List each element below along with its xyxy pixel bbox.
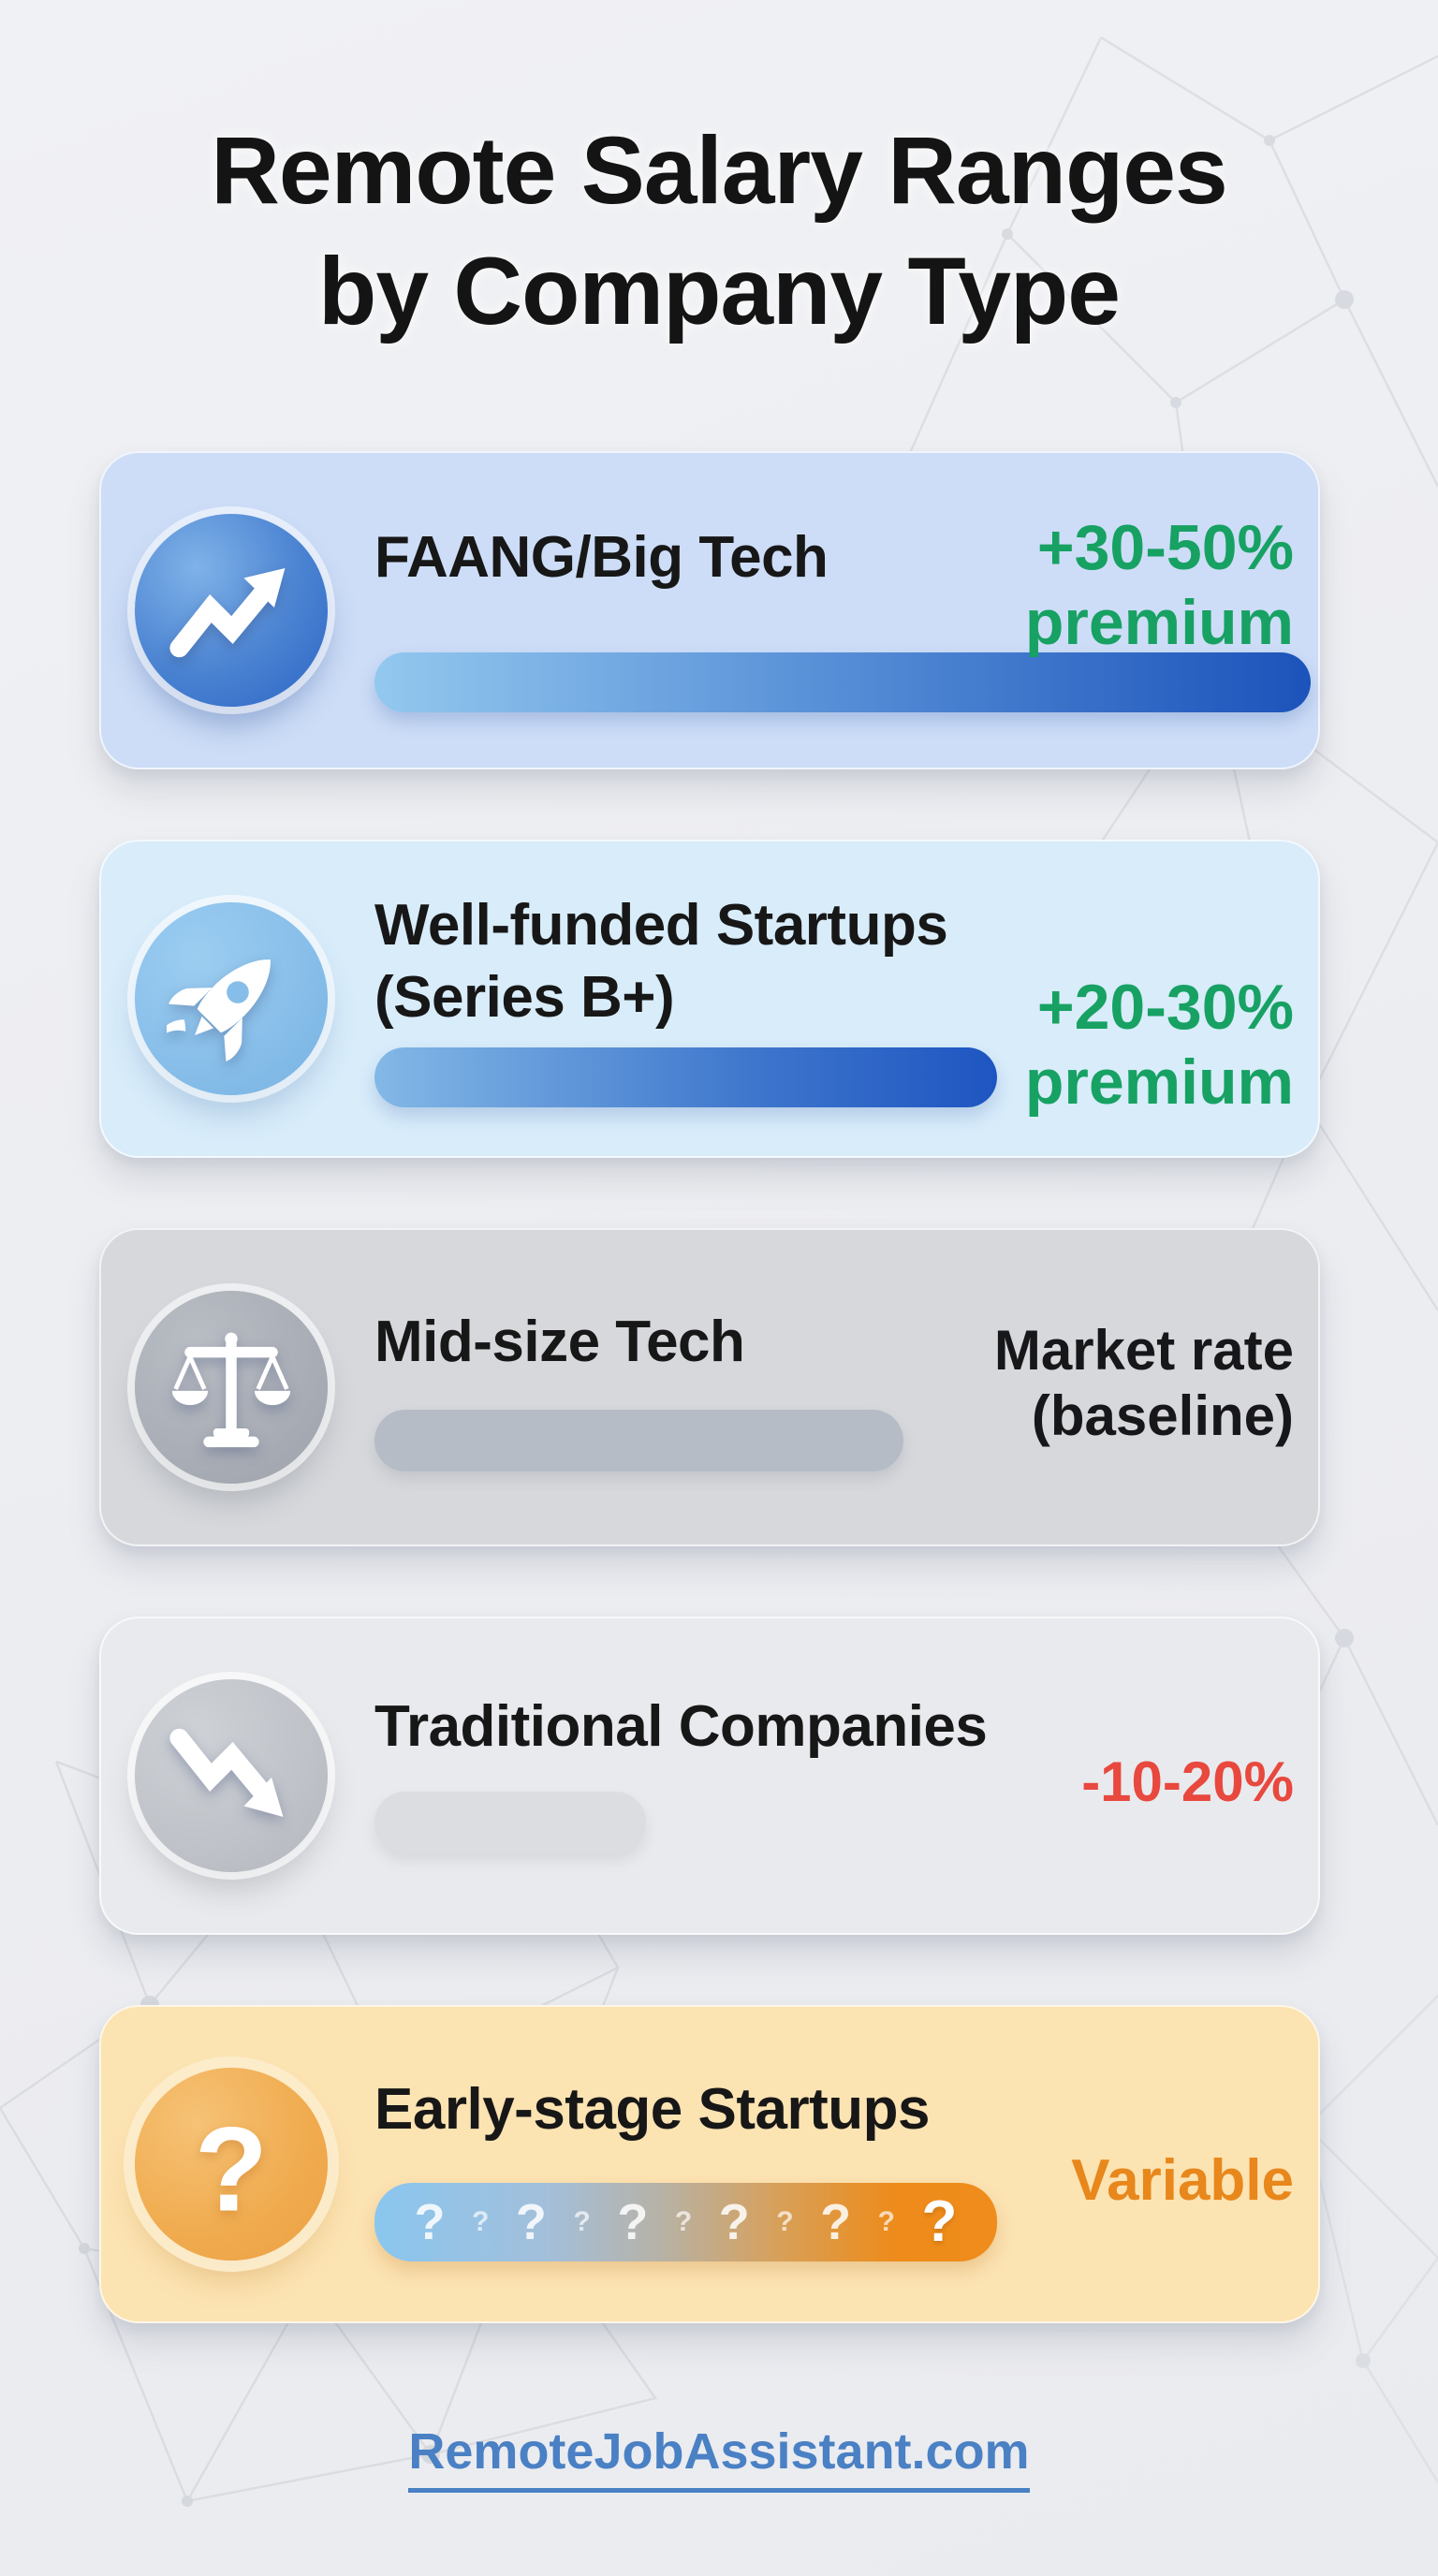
question-mark-glyph: ?: [674, 2206, 693, 2237]
rocket-icon: [135, 902, 328, 1095]
card-value: -10-20%: [1081, 1750, 1294, 1813]
page-title-line1: Remote Salary Ranges: [211, 117, 1227, 224]
footer: RemoteJobAssistant.com: [0, 2422, 1438, 2493]
scales-icon: [135, 1291, 328, 1484]
question-icon: ?: [135, 2068, 328, 2261]
card-traditional-companies: Traditional Companies -10-20%: [99, 1617, 1320, 1935]
card-early-stage-startups: ? Early-stage Startups ? ? ? ? ? ? ? ? ?…: [99, 2005, 1320, 2323]
card-well-funded-startups: Well-funded Startups (Series B+) +20-30%…: [99, 840, 1320, 1158]
salary-bar-early-stage: ? ? ? ? ? ? ? ? ? ? ?: [374, 2183, 997, 2261]
card-value: Market rate (baseline): [993, 1319, 1294, 1448]
salary-bar-startups: [374, 1047, 997, 1107]
footer-link[interactable]: RemoteJobAssistant.com: [408, 2422, 1030, 2493]
card-title: FAANG/Big Tech: [374, 525, 829, 590]
salary-bar-faang: [374, 652, 1311, 712]
salary-bar-traditional: [374, 1792, 646, 1853]
question-mark-glyph: ?: [472, 2206, 490, 2237]
question-mark-glyph: ?: [718, 2194, 750, 2250]
trending-down-icon: [135, 1679, 328, 1872]
question-mark-glyph: ?: [776, 2206, 794, 2237]
card-mid-size-tech: Mid-size Tech Market rate (baseline): [99, 1228, 1320, 1546]
page-title-line2: by Company Type: [318, 237, 1121, 344]
card-title: Mid-size Tech: [374, 1310, 745, 1374]
trending-up-icon: [135, 514, 328, 707]
card-title: Early-stage Startups: [374, 2077, 931, 2142]
question-mark-glyph: ?: [414, 2194, 446, 2250]
page-title: Remote Salary Ranges by Company Type: [0, 110, 1438, 351]
svg-text:?: ?: [195, 2103, 268, 2231]
card-title: Well-funded Startups (Series B+): [374, 893, 948, 1030]
question-mark-glyph: ?: [573, 2206, 591, 2237]
question-mark-glyph: ?: [515, 2194, 547, 2250]
salary-bar-mid-size: [374, 1410, 903, 1471]
question-mark-glyph: ?: [877, 2206, 895, 2237]
question-mark-glyph: ?: [617, 2194, 649, 2250]
question-mark-glyph: ?: [820, 2194, 852, 2250]
card-value: Variable: [1071, 2148, 1294, 2213]
salary-cards-list: FAANG/Big Tech +30-50% premium Well-fun: [99, 451, 1320, 2393]
card-value: +30-50% premium: [1024, 512, 1294, 658]
card-value: +20-30% premium: [1024, 972, 1294, 1118]
question-mark-glyph: ?: [921, 2189, 958, 2254]
card-faang-big-tech: FAANG/Big Tech +30-50% premium: [99, 451, 1320, 769]
card-title: Traditional Companies: [374, 1694, 988, 1759]
